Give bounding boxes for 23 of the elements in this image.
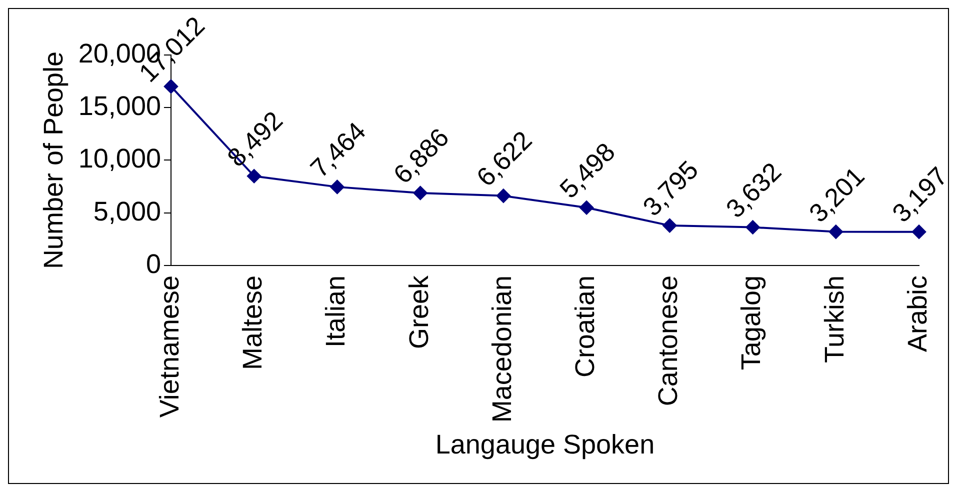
x-tick-label: Croatian [570, 275, 600, 378]
x-tick-label: Cantonese [653, 275, 684, 406]
point [828, 224, 843, 239]
point [662, 218, 677, 233]
x-tick-label: Italian [320, 275, 351, 348]
y-axis-title: Number of People [38, 51, 69, 270]
x-tick-label: Macedonian [486, 275, 517, 423]
point [330, 180, 344, 194]
x-tick-label: Maltese [238, 275, 268, 370]
x-tick-label: Arabic [902, 275, 932, 352]
point [746, 220, 760, 234]
x-tick-label: Greek [404, 275, 434, 350]
point [413, 186, 428, 200]
point [912, 224, 926, 239]
x-axis-title: Langauge Spoken [435, 429, 655, 460]
y-tick-label: 15,000 [78, 91, 161, 122]
x-tick-label: Turkish [819, 275, 850, 364]
point [580, 200, 594, 215]
y-tick-label: 10,000 [78, 144, 161, 174]
point [496, 188, 510, 203]
point [247, 169, 262, 184]
x-tick-label: Tagalog [736, 275, 766, 370]
y-tick-label: 5,000 [93, 196, 161, 226]
